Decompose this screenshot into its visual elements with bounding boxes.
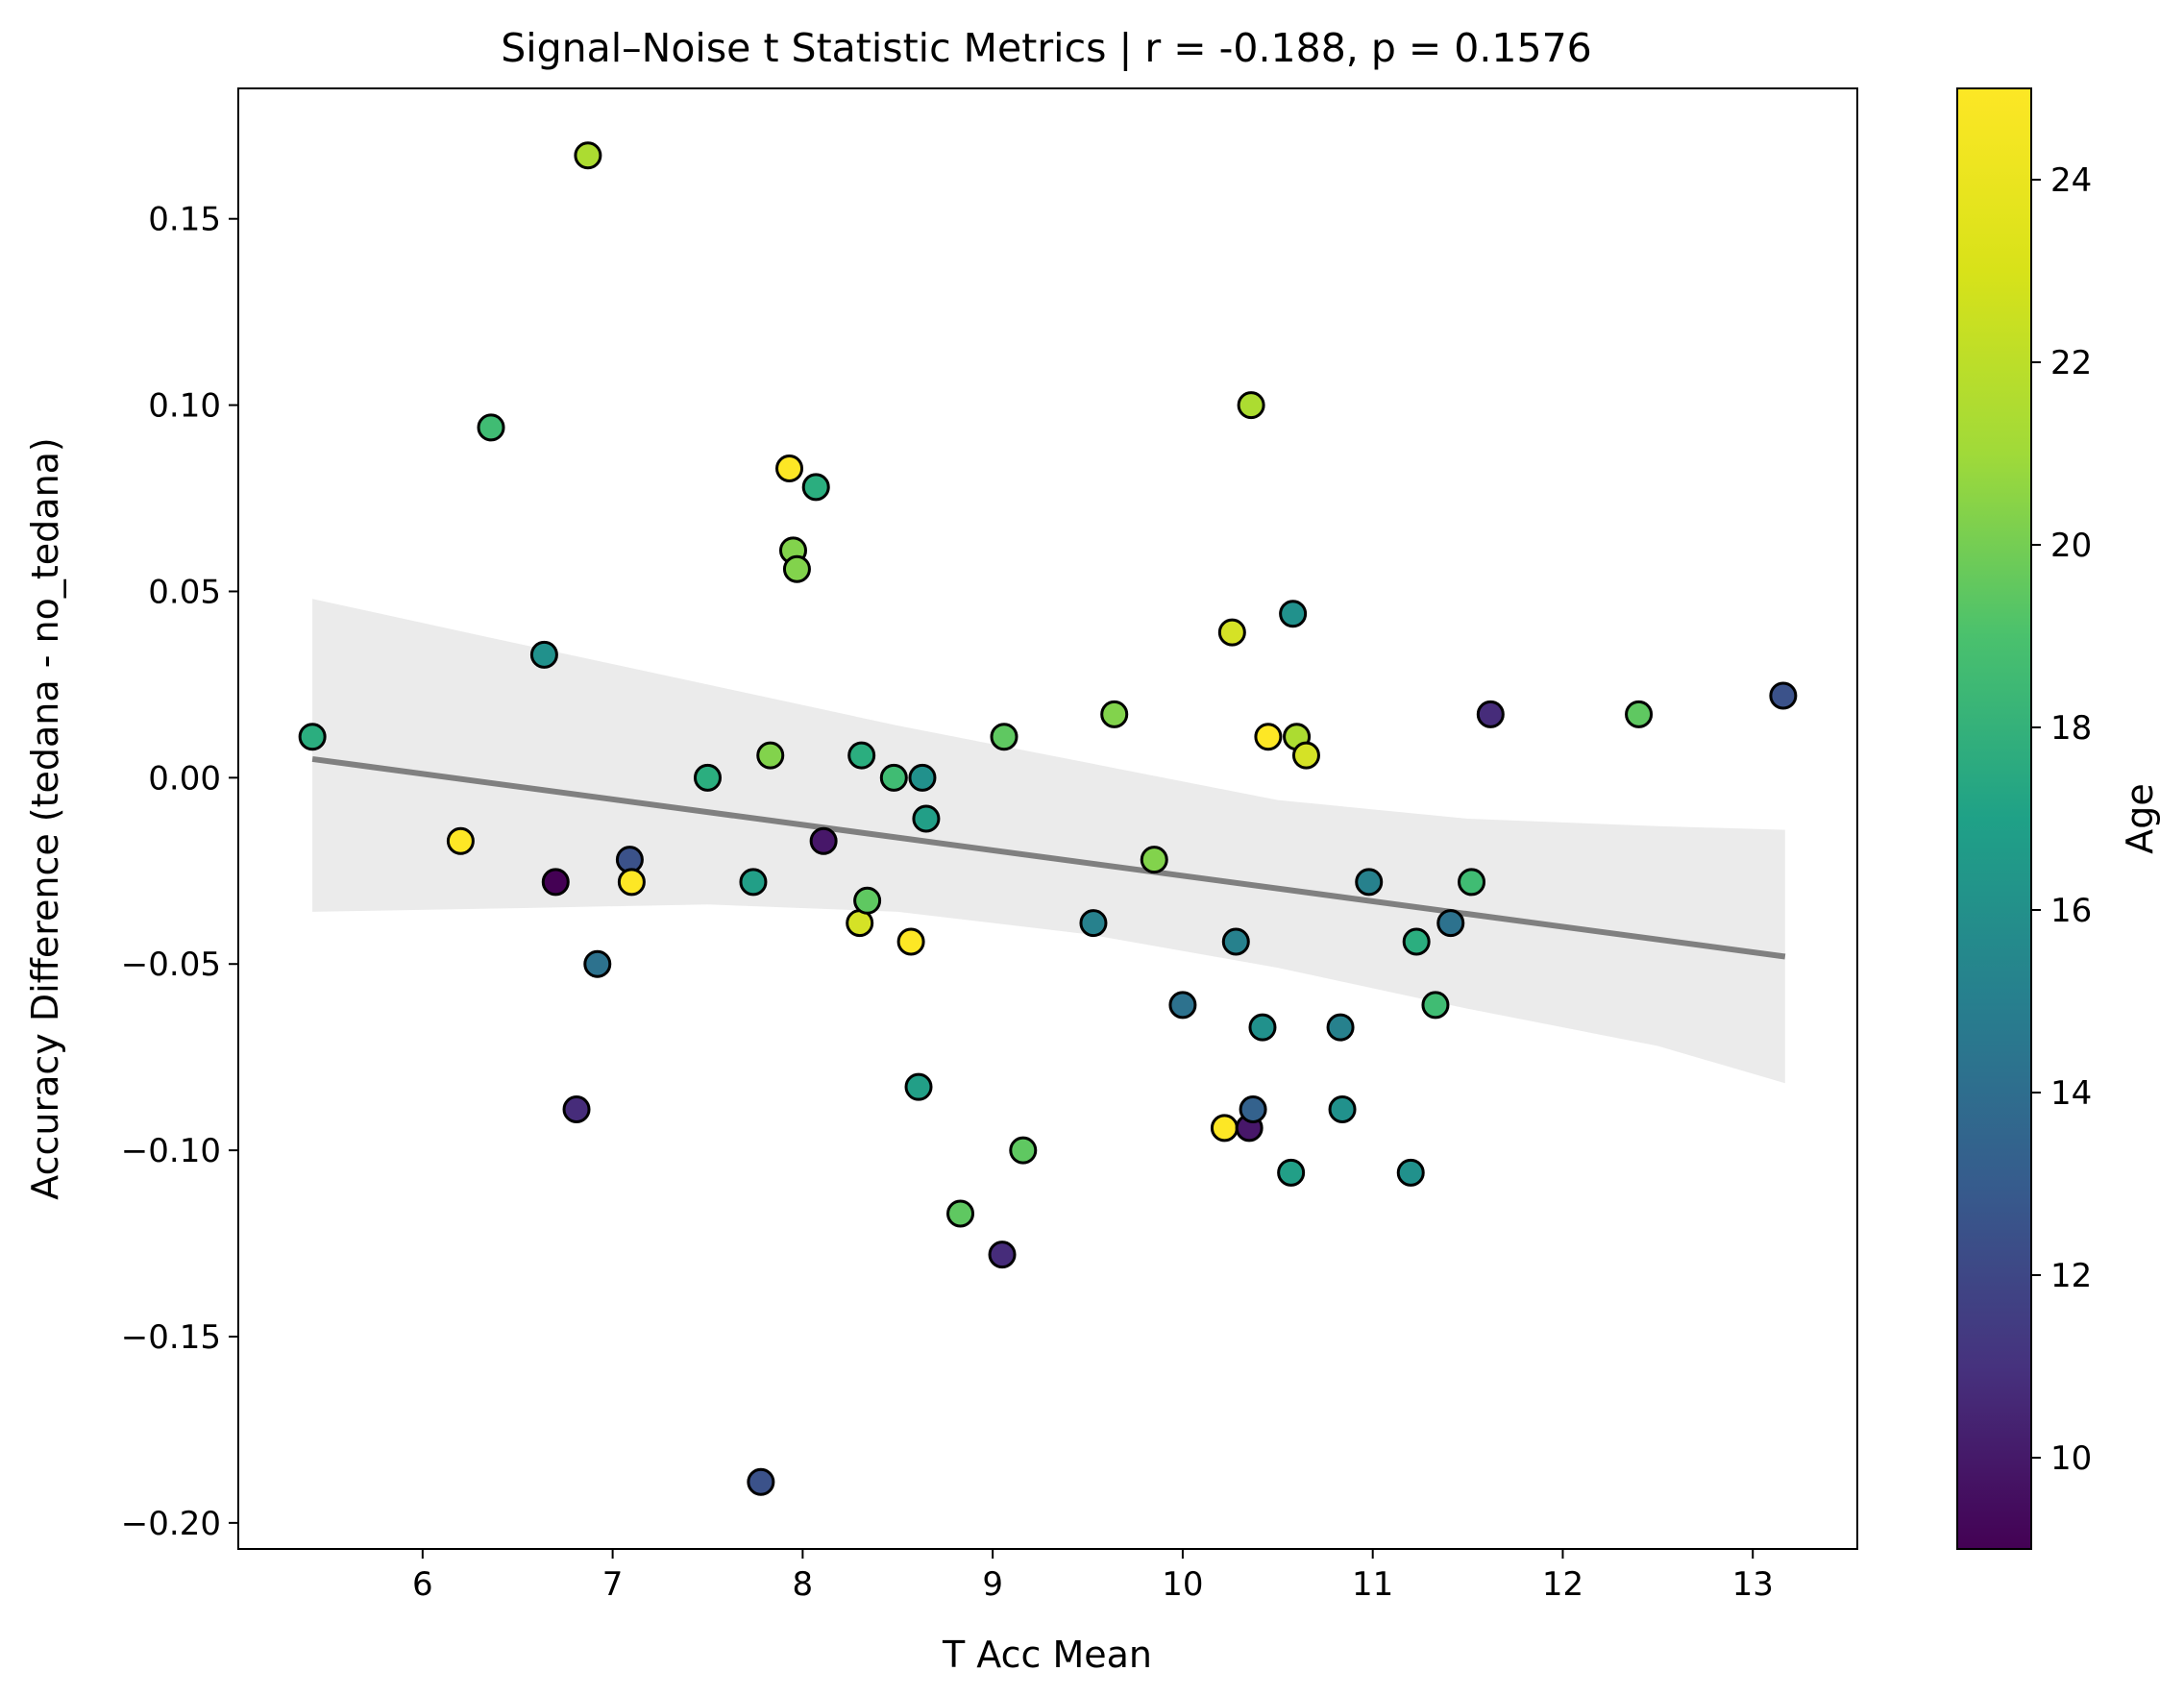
data-point — [1402, 927, 1431, 956]
data-point — [853, 886, 882, 915]
data-point — [1140, 846, 1168, 874]
data-point — [693, 763, 722, 792]
data-point — [809, 826, 838, 855]
colorbar-tick-label: 12 — [2050, 1257, 2092, 1295]
y-tick-label: 0.15 — [148, 201, 221, 239]
data-point — [1248, 1013, 1277, 1042]
data-point — [879, 763, 908, 792]
data-point — [908, 763, 937, 792]
data-point — [1210, 1114, 1239, 1143]
data-point — [1100, 700, 1129, 728]
points-layer — [298, 141, 1798, 1496]
data-point — [541, 868, 570, 897]
plot-frame — [237, 87, 1858, 1550]
colorbar-tick-label: 24 — [2050, 161, 2092, 200]
x-tick-label: 10 — [1162, 1565, 1203, 1604]
data-point — [1221, 927, 1250, 956]
x-tick-label: 11 — [1352, 1565, 1393, 1604]
data-point — [617, 868, 646, 897]
y-tick-label: 0.10 — [148, 387, 221, 426]
data-point — [1277, 1158, 1306, 1187]
y-tick-label: 0.00 — [148, 759, 221, 798]
data-point — [1237, 391, 1265, 420]
x-tick-label: 8 — [793, 1565, 814, 1604]
data-point — [1436, 909, 1465, 938]
data-point — [1458, 868, 1486, 897]
data-point — [782, 554, 811, 583]
colorbar-gradient — [1956, 87, 2032, 1550]
data-point — [562, 1094, 591, 1123]
colorbar-tick-label: 18 — [2050, 709, 2092, 748]
data-point — [988, 1241, 1017, 1269]
colorbar-tick-label: 22 — [2050, 344, 2092, 382]
data-point — [1079, 909, 1108, 938]
y-axis-label: Accuracy Difference (tedana - no_tedana) — [24, 437, 66, 1200]
data-point — [477, 413, 505, 442]
colorbar-ticks: 10 12 14 16 18 20 22 24 — [2031, 161, 2092, 1478]
data-point — [529, 640, 558, 669]
data-point — [298, 723, 327, 751]
data-point — [896, 927, 925, 956]
x-tick-label: 13 — [1732, 1565, 1774, 1604]
data-point — [912, 804, 941, 833]
colorbar-tick-label: 20 — [2050, 527, 2092, 565]
data-point — [1291, 741, 1320, 770]
x-axis-ticks: 6 7 8 9 10 11 12 13 — [412, 1549, 1774, 1604]
colorbar-tick-label: 14 — [2050, 1074, 2092, 1113]
y-tick-label: −0.20 — [121, 1505, 221, 1543]
data-point — [1355, 868, 1384, 897]
data-point — [1421, 991, 1450, 1020]
data-point — [1328, 1094, 1357, 1123]
chart-title: Signal–Noise t Statistic Metrics | r = -… — [501, 25, 1592, 71]
data-point — [990, 723, 1018, 751]
x-tick-label: 12 — [1542, 1565, 1583, 1604]
data-point — [1476, 700, 1505, 728]
colorbar-label: Age — [2119, 783, 2161, 854]
data-point — [1239, 1094, 1267, 1123]
data-point — [583, 949, 612, 978]
data-point — [739, 868, 768, 897]
data-point — [1254, 723, 1283, 751]
y-tick-label: −0.05 — [121, 946, 221, 984]
colorbar-tick-label: 10 — [2050, 1439, 2092, 1478]
data-point — [1217, 618, 1246, 647]
data-point — [1396, 1158, 1425, 1187]
colorbar: 10 12 14 16 18 20 22 24 Age — [1956, 87, 2161, 1550]
data-point — [904, 1072, 933, 1101]
colorbar-tick-label: 16 — [2050, 892, 2092, 930]
data-point — [1625, 700, 1654, 728]
data-point — [747, 1467, 775, 1496]
x-tick-label: 9 — [982, 1565, 1003, 1604]
confidence-band — [312, 599, 1785, 1084]
data-point — [1279, 600, 1308, 628]
data-point — [775, 455, 804, 483]
y-tick-label: 0.05 — [148, 573, 221, 611]
data-point — [574, 141, 602, 170]
x-tick-label: 6 — [412, 1565, 433, 1604]
plot-area — [298, 141, 1798, 1496]
data-point — [1769, 681, 1798, 710]
data-point — [1009, 1136, 1038, 1165]
data-point — [946, 1199, 975, 1228]
regression-line — [311, 755, 1786, 960]
data-point — [801, 473, 830, 502]
data-point — [756, 741, 785, 770]
x-axis-label: T Acc Mean — [942, 1634, 1152, 1676]
data-point — [847, 741, 876, 770]
y-tick-label: −0.15 — [121, 1318, 221, 1357]
x-tick-label: 7 — [602, 1565, 624, 1604]
y-axis-ticks: −0.20 −0.15 −0.10 −0.05 0.00 0.05 0.10 0.15 — [121, 201, 238, 1543]
data-point — [1168, 991, 1197, 1020]
data-point — [446, 826, 475, 855]
data-point — [1326, 1013, 1355, 1042]
y-tick-label: −0.10 — [121, 1132, 221, 1170]
